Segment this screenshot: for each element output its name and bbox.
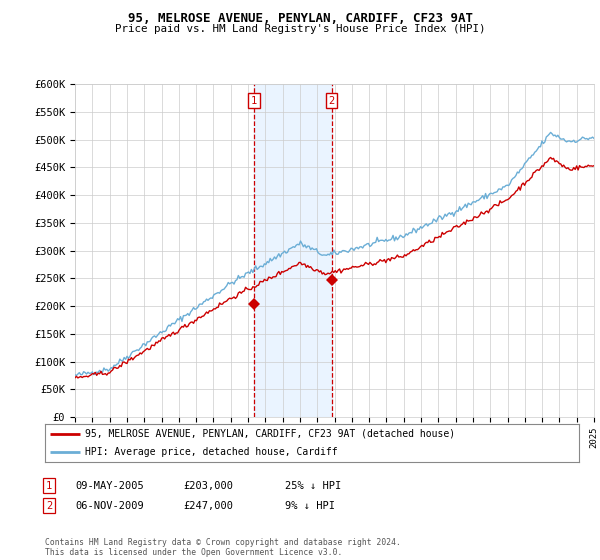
Text: 25% ↓ HPI: 25% ↓ HPI	[285, 480, 341, 491]
Text: 2: 2	[329, 96, 335, 106]
Text: Price paid vs. HM Land Registry's House Price Index (HPI): Price paid vs. HM Land Registry's House …	[115, 24, 485, 34]
Text: 1: 1	[46, 480, 52, 491]
Text: £203,000: £203,000	[183, 480, 233, 491]
Text: 2: 2	[46, 501, 52, 511]
Text: 06-NOV-2009: 06-NOV-2009	[75, 501, 144, 511]
Bar	[254, 84, 332, 417]
Text: Contains HM Land Registry data © Crown copyright and database right 2024.
This d: Contains HM Land Registry data © Crown c…	[45, 538, 401, 557]
Text: 95, MELROSE AVENUE, PENYLAN, CARDIFF, CF23 9AT (detached house): 95, MELROSE AVENUE, PENYLAN, CARDIFF, CF…	[85, 429, 455, 439]
Text: 09-MAY-2005: 09-MAY-2005	[75, 480, 144, 491]
Text: 1: 1	[251, 96, 257, 106]
Text: 95, MELROSE AVENUE, PENYLAN, CARDIFF, CF23 9AT: 95, MELROSE AVENUE, PENYLAN, CARDIFF, CF…	[128, 12, 473, 25]
Text: 9% ↓ HPI: 9% ↓ HPI	[285, 501, 335, 511]
Text: HPI: Average price, detached house, Cardiff: HPI: Average price, detached house, Card…	[85, 447, 338, 457]
Text: £247,000: £247,000	[183, 501, 233, 511]
